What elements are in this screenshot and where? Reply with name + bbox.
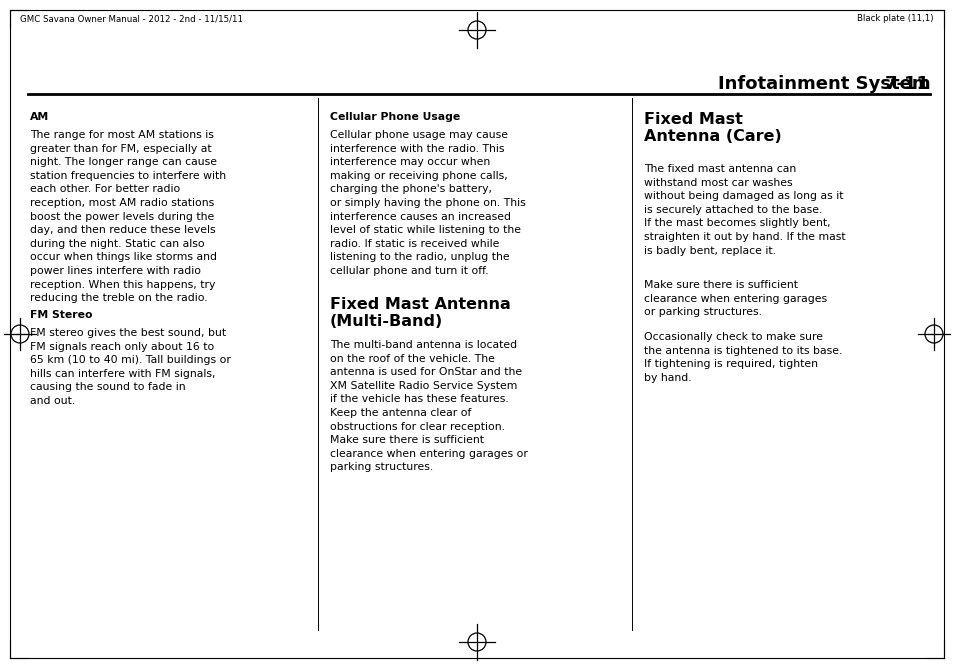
Text: GMC Savana Owner Manual - 2012 - 2nd - 11/15/11: GMC Savana Owner Manual - 2012 - 2nd - 1… [20,14,243,23]
Text: Cellular Phone Usage: Cellular Phone Usage [330,112,459,122]
Text: FM Stereo: FM Stereo [30,310,92,320]
Text: The fixed mast antenna can
withstand most car washes
without being damaged as lo: The fixed mast antenna can withstand mos… [643,164,844,256]
Text: Cellular phone usage may cause
interference with the radio. This
interference ma: Cellular phone usage may cause interfere… [330,130,525,276]
Text: The range for most AM stations is
greater than for FM, especially at
night. The : The range for most AM stations is greate… [30,130,226,303]
Text: Black plate (11,1): Black plate (11,1) [857,14,933,23]
Text: Infotainment System: Infotainment System [718,75,929,93]
Text: 7-11: 7-11 [884,75,929,93]
Text: FM stereo gives the best sound, but
FM signals reach only about 16 to
65 km (10 : FM stereo gives the best sound, but FM s… [30,328,231,406]
Text: Make sure there is sufficient
clearance when entering garages
or parking structu: Make sure there is sufficient clearance … [643,280,826,317]
Text: Fixed Mast
Antenna (Care): Fixed Mast Antenna (Care) [643,112,781,144]
Text: Occasionally check to make sure
the antenna is tightened to its base.
If tighten: Occasionally check to make sure the ante… [643,332,841,383]
Text: AM: AM [30,112,50,122]
Text: Fixed Mast Antenna
(Multi-Band): Fixed Mast Antenna (Multi-Band) [330,297,510,329]
Text: The multi-band antenna is located
on the roof of the vehicle. The
antenna is use: The multi-band antenna is located on the… [330,340,527,472]
